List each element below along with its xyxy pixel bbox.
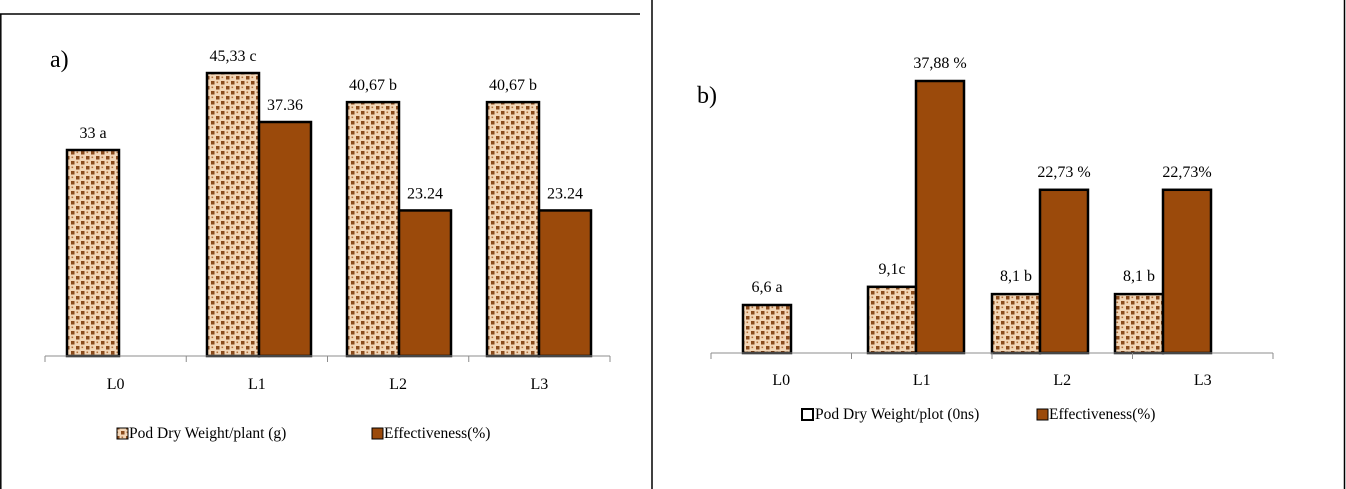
chart-a-data-label-effectiveness-l1: 37.36 (267, 97, 303, 114)
chart-b-data-label-effectiveness-l3: 22,73% (1162, 164, 1211, 181)
chart-b-bar-pod-l1 (866, 285, 918, 355)
panel-label-a: a) (50, 47, 69, 73)
chart-b-data-label-effectiveness-l2: 22,73 % (1037, 164, 1090, 181)
chart-b-category-label: L0 (772, 372, 790, 389)
chart-a-data-label-effectiveness-l3: 23.24 (547, 185, 583, 202)
chart-a-data-labels: 33 a 45,33 c 37.36 40,67 b 23.24 40,67 b 23.24 (79, 48, 583, 202)
chart-a-category-label: L0 (107, 376, 125, 393)
chart-a-category-label: L3 (530, 376, 548, 393)
chart-b-category-label: L3 (1194, 372, 1212, 389)
chart-b-bars (741, 79, 1213, 355)
chart-a-bar-pod-l3 (485, 100, 541, 358)
chart-a-data-label-pod-l2: 40,67 b (349, 77, 397, 94)
chart-a-bar-pod-l1 (205, 71, 261, 358)
legend-b-effectiveness-label: Effectiveness(%) (1049, 406, 1155, 423)
chart-a-legend: Pod Dry Weight/plant (g) Effectiveness(%… (116, 425, 490, 442)
legend-b-pod-label: Pod Dry Weight/plot (0ns) (815, 406, 979, 423)
chart-b-bar-pod-l0 (741, 303, 793, 355)
chart-a-category-label: L2 (389, 376, 407, 393)
chart-b-data-label-pod-l3: 8,1 b (1123, 268, 1155, 285)
chart-a-data-label-pod-l3: 40,67 b (489, 77, 537, 94)
chart-b-bar-pod-l3 (1113, 292, 1165, 355)
legend-b-effectiveness-swatch (1036, 408, 1049, 421)
chart-a-bar-pod-l0 (65, 148, 121, 358)
legend-a-effectiveness-swatch (371, 427, 384, 440)
legend-a-pod-swatch (116, 427, 129, 440)
chart-b-data-label-pod-l2: 8,1 b (1000, 268, 1032, 285)
panel-label-b: b) (697, 83, 717, 109)
chart-a-bar-effectiveness-l2 (397, 209, 453, 358)
chart-a-bars (65, 71, 593, 358)
chart-a-data-label-effectiveness-l2: 23.24 (407, 185, 443, 202)
legend-b-pod-swatch (801, 408, 814, 421)
chart-a-bar-pod-l2 (345, 100, 401, 358)
legend-a-effectiveness-label: Effectiveness(%) (384, 425, 490, 442)
chart-b-data-label-pod-l1: 9,1c (878, 261, 905, 278)
chart-b-category-label: L1 (913, 372, 931, 389)
chart-b: b) 6,6 a 9,1c 37,88 % 8,1 b 22,73 % 8,1 b 22,7… (697, 55, 1274, 423)
chart-a-category-label: L1 (248, 376, 266, 393)
chart-b-category-labels: L0 L1 L2 L3 (772, 372, 1211, 389)
chart-a-bar-effectiveness-l1 (257, 120, 313, 358)
chart-b-bar-effectiveness-l1 (914, 79, 966, 355)
chart-a-bar-effectiveness-l3 (537, 209, 593, 358)
chart-b-data-label-effectiveness-l1: 37,88 % (913, 55, 966, 72)
legend-a-pod-label: Pod Dry Weight/plant (g) (129, 425, 286, 442)
chart-b-legend: Pod Dry Weight/plot (0ns) Effectiveness(… (801, 406, 1155, 423)
chart-a-ticks (44, 356, 611, 362)
chart-b-category-label: L2 (1053, 372, 1071, 389)
chart-a: a) 33 a 45,33 c 37.36 40,67 b 23.24 40,67 b 23… (44, 47, 611, 442)
chart-b-bar-pod-l2 (990, 292, 1042, 355)
chart-a-data-label-pod-l1: 45,33 c (209, 48, 256, 65)
chart-b-bar-effectiveness-l2 (1038, 188, 1090, 355)
chart-b-bar-effectiveness-l3 (1161, 188, 1213, 355)
chart-a-category-labels: L0 L1 L2 L3 (107, 376, 549, 393)
chart-b-ticks (710, 353, 1274, 359)
chart-a-data-label-pod-l0: 33 a (79, 125, 106, 142)
chart-b-data-label-pod-l0: 6,6 a (751, 279, 782, 296)
chart-b-data-labels: 6,6 a 9,1c 37,88 % 8,1 b 22,73 % 8,1 b 22,73% (751, 55, 1211, 296)
